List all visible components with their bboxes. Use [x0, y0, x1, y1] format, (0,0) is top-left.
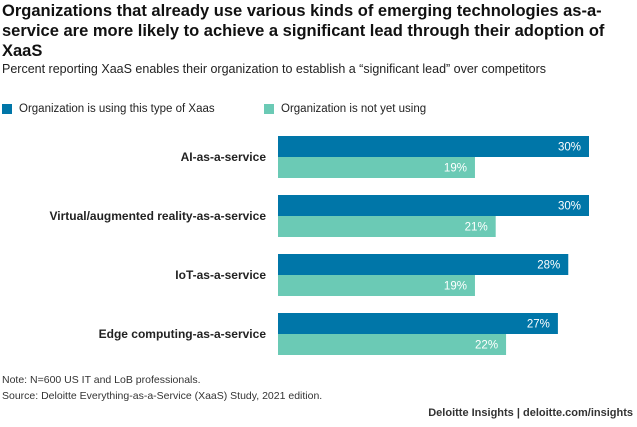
- legend: Organization is using this type of Xaas …: [2, 103, 632, 119]
- bar-value-label: 22%: [475, 340, 498, 352]
- chart-subtitle: Percent reporting XaaS enables their org…: [2, 62, 547, 76]
- category-label: AI-as-a-service: [181, 150, 267, 164]
- bar-value-label: 19%: [444, 281, 467, 293]
- legend-label-using: Organization is using this type of Xaas: [19, 103, 215, 115]
- bar-using: [278, 195, 589, 216]
- bar-chart: AI-as-a-service 30% 19% Virtual/augmented r…: [49, 136, 589, 355]
- bar-using: [278, 313, 558, 334]
- bar-not-using: [278, 275, 475, 296]
- brand-credit: Deloitte Insights | deloitte.com/insight…: [428, 407, 633, 419]
- bar-not-using: [278, 216, 496, 237]
- category-label: IoT-as-a-service: [175, 268, 266, 282]
- bar-value-label: 21%: [465, 222, 488, 234]
- legend-swatch-using: [2, 104, 12, 114]
- legend-item-using: Organization is using this type of Xaas: [2, 103, 215, 115]
- chart-source: Source: Deloitte Everything-as-a-Service…: [2, 390, 323, 402]
- legend-item-not-using: Organization is not yet using: [264, 103, 426, 115]
- bar-using: [278, 136, 589, 157]
- bar-value-label: 28%: [537, 260, 560, 272]
- category-label: Virtual/augmented reality-as-a-service: [49, 209, 266, 223]
- bar-not-using: [278, 157, 475, 178]
- bar-value-label: 30%: [558, 142, 581, 154]
- bar-value-label: 19%: [444, 163, 467, 175]
- category-label: Edge computing-as-a-service: [99, 327, 267, 341]
- bar-value-label: 27%: [527, 319, 550, 331]
- bar-not-using: [278, 334, 507, 355]
- legend-swatch-not-using: [264, 104, 274, 114]
- bar-using: [278, 254, 569, 275]
- chart-title: Organizations that already use various k…: [2, 2, 605, 60]
- chart-note: Note: N=600 US IT and LoB professionals.: [2, 374, 201, 386]
- legend-label-not-using: Organization is not yet using: [281, 103, 427, 115]
- bar-value-label: 30%: [558, 201, 581, 213]
